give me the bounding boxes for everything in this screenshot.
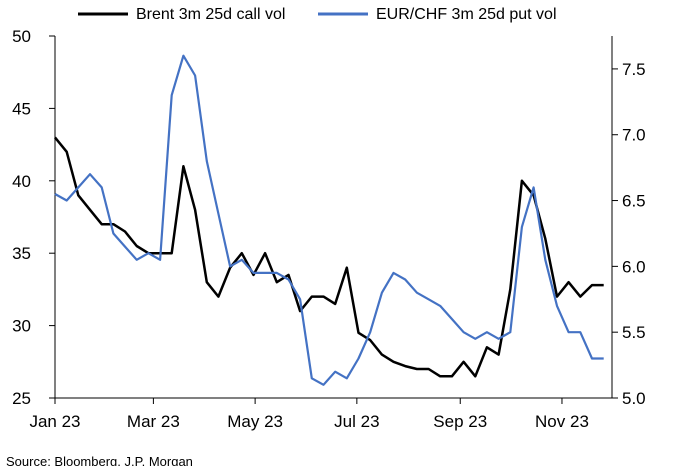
y-left-tick-label: 30 [12, 317, 31, 336]
x-tick-label: Mar 23 [127, 412, 180, 431]
legend-label-brent: Brent 3m 25d call vol [136, 6, 285, 23]
y-right-tick-label: 6.0 [622, 257, 646, 276]
x-tick-label: Nov 23 [535, 412, 589, 431]
y-right-tick-label: 5.0 [622, 389, 646, 408]
y-right-tick-label: 5.5 [622, 323, 646, 342]
y-right-tick-label: 7.0 [622, 126, 646, 145]
axes: 25 30 35 40 45 50 5.0 5.5 6.0 6.5 7.0 7.5 Jan 23 Mar … [12, 27, 646, 431]
legend: Brent 3m 25d call vol EUR/CHF 3m 25d put… [78, 6, 557, 23]
y-left-tick-label: 35 [12, 244, 31, 263]
series-line-brent [54, 136, 604, 378]
x-tick-label: Jan 23 [29, 412, 80, 431]
source-note: Source: Bloomberg, J.P. Morgan [6, 454, 193, 466]
y-left-tick-label: 50 [12, 27, 31, 46]
y-left-tick-label: 45 [12, 99, 31, 118]
y-right-tick-label: 7.5 [622, 60, 646, 79]
series-layer [54, 54, 604, 386]
x-tick-label: Jul 23 [334, 412, 379, 431]
y-left-tick-label: 25 [12, 389, 31, 408]
x-tick-label: May 23 [227, 412, 283, 431]
x-tick-label: Sep 23 [433, 412, 487, 431]
y-left-tick-label: 40 [12, 172, 31, 191]
series-line-eurchf [54, 54, 604, 386]
legend-label-eurchf: EUR/CHF 3m 25d put vol [376, 6, 557, 23]
y-right-tick-label: 6.5 [622, 192, 646, 211]
